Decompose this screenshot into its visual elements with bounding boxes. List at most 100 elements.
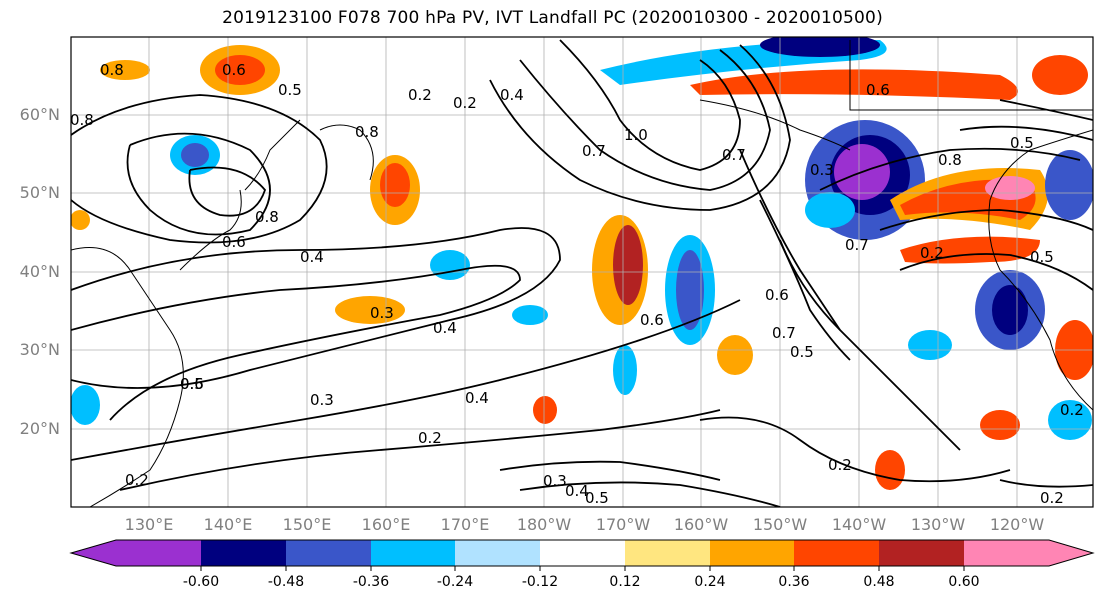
colorbar-tick-label: 0.12 (609, 574, 641, 590)
contour-label: 0.2 (828, 456, 852, 474)
contour-label: 0.3 (810, 161, 834, 179)
coastlines (71, 40, 1093, 507)
shade-blob (717, 335, 753, 375)
shade-blob (380, 163, 410, 207)
colorbar-segment (286, 540, 371, 566)
shade-blob (1045, 150, 1093, 220)
colorbar-extend-max (1049, 540, 1093, 566)
contour-label: 0.8 (938, 151, 962, 169)
contour-label: 0.2 (408, 86, 432, 104)
shade-blob (430, 250, 470, 280)
colorbar-segment (879, 540, 964, 566)
colorbar-tick-label: -0.48 (267, 574, 305, 590)
contour-label: 0.8 (355, 123, 379, 141)
contour-label: 0.2 (920, 244, 944, 262)
shade-blob (985, 176, 1035, 200)
contour-label: 0.4 (433, 319, 457, 337)
colorbar-tick-label: 0.48 (863, 574, 895, 590)
pv-contours (71, 39, 1093, 507)
colorbar-tick-label: -0.12 (521, 574, 559, 590)
lon-label: 160°W (673, 515, 729, 534)
contour-label: 0.2 (125, 471, 149, 489)
contour-label: 0.7 (772, 324, 796, 342)
contour-label: 0.5 (180, 375, 204, 393)
contour-label: 0.2 (453, 94, 477, 112)
shade-blob (335, 296, 405, 324)
colorbar-tick-label: 0.60 (948, 574, 980, 590)
contour-label: 0.4 (300, 248, 324, 266)
contour-label: 0.6 (640, 311, 664, 329)
shade-blob (690, 69, 1018, 100)
contour-label: 0.6 (765, 286, 789, 304)
shade-blob (71, 385, 100, 425)
contour-label: 0.4 (500, 86, 524, 104)
map-frame (70, 36, 1094, 508)
colorbar-segment (794, 540, 879, 566)
contour-label: 0.5 (790, 343, 814, 361)
shade-blob (613, 345, 637, 395)
colorbar-segment (371, 540, 455, 566)
contour-label: 0.7 (722, 146, 746, 164)
colorbar-tick-label: -0.24 (436, 574, 474, 590)
contour-label: 0.6 (180, 375, 204, 393)
contour-label: 0.5 (585, 489, 609, 507)
colorbar-segment (964, 540, 1049, 566)
lat-label: 50°N (19, 183, 60, 202)
shade-blob (992, 285, 1028, 335)
lon-label: 160°E (361, 515, 411, 534)
shade-blob (512, 305, 548, 325)
lon-label: 130°W (910, 515, 966, 534)
contour-label: 0.7 (582, 142, 606, 160)
contour-label: 0.6 (222, 61, 246, 79)
shade-blob (100, 60, 150, 80)
shade-blob (71, 210, 90, 230)
shade-blob (805, 192, 855, 228)
shade-blob (980, 410, 1020, 440)
map-title: 2019123100 F078 700 hPa PV, IVT Landfall… (222, 8, 883, 28)
contour-label: 0.3 (310, 391, 334, 409)
shade-blob (215, 55, 265, 85)
shade-blob (875, 450, 905, 490)
graticule (71, 37, 1093, 507)
contour-label: 0.6 (222, 233, 246, 251)
lon-label: 120°W (989, 515, 1045, 534)
lon-label: 150°W (752, 515, 808, 534)
colorbar (69, 539, 1095, 571)
colorbar-tick-label: 0.36 (778, 574, 810, 590)
lat-label: 30°N (19, 340, 60, 359)
contour-label: 0.5 (1030, 248, 1054, 266)
contour-label: 0.8 (100, 61, 124, 79)
colorbar-segment (116, 540, 201, 566)
contour-label: 0.8 (70, 111, 94, 129)
colorbar-tick-label: -0.36 (352, 574, 390, 590)
colorbar-ticks (200, 566, 965, 571)
shade-blob (533, 396, 557, 424)
lon-label: 130°E (124, 515, 174, 534)
contour-label: 0.2 (418, 429, 442, 447)
colorbar-segment (201, 540, 286, 566)
contour-label: 0.7 (845, 236, 869, 254)
colorbar-segment (710, 540, 794, 566)
contour-label: 0.3 (370, 304, 394, 322)
colorbar-outline (69, 539, 1095, 567)
lon-label: 140°E (203, 515, 253, 534)
contour-label: 0.8 (255, 208, 279, 226)
lon-label: 170°E (440, 515, 490, 534)
contour-label: 0.5 (278, 81, 302, 99)
colorbar-segment (455, 540, 540, 566)
lon-label: 150°E (282, 515, 332, 534)
colorbar-extend-min (71, 540, 116, 566)
shade-blob (1048, 400, 1092, 440)
shade-blob (1032, 55, 1088, 95)
shade-blob (181, 143, 209, 167)
contour-label: 0.2 (1060, 401, 1084, 419)
lon-label: 170°W (595, 515, 651, 534)
contour-label: 0.4 (565, 482, 589, 500)
contour-label: 0.3 (543, 472, 567, 490)
shade-blob (908, 330, 952, 360)
shade-blob (900, 236, 1040, 264)
colorbar-segments (71, 540, 1093, 566)
contour-label: 1.0 (624, 126, 648, 144)
lon-label: 180°W (516, 515, 572, 534)
